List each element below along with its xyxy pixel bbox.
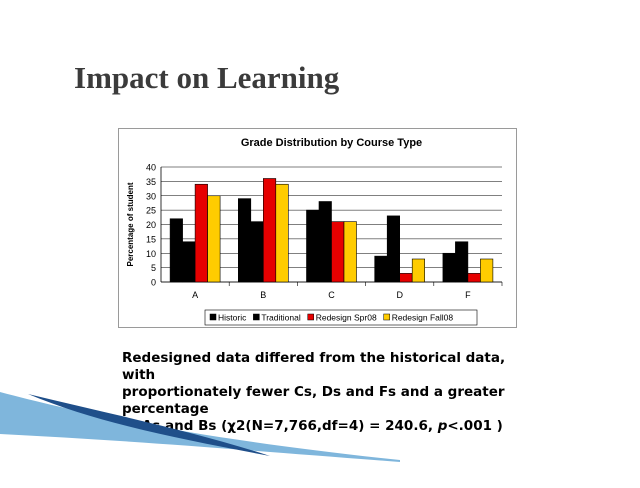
caption-stats: of As and Bs (χ2(N=7,766,df=4) = 240.6, [122, 418, 438, 434]
swoosh-light-band [0, 392, 400, 462]
bar-traditional-b [250, 221, 264, 283]
chart-title: Grade Distribution by Course Type [241, 137, 422, 149]
grade-distribution-chart: Grade Distribution by Course Type 0 5 10 15 2… [126, 137, 503, 326]
y-tick-label: 35 [146, 177, 156, 187]
chart-frame: Grade Distribution by Course Type 0 5 10 15 2… [118, 128, 517, 328]
bar-redesign-spr08-a [194, 183, 208, 283]
y-tick-label: 20 [146, 220, 156, 230]
legend-label: Traditional [261, 313, 300, 323]
y-tick-label: 5 [151, 263, 156, 273]
y-tick-label: 10 [146, 249, 156, 259]
y-tick-label: 40 [146, 163, 156, 173]
bar-redesign-spr08-c [331, 221, 345, 283]
y-tick-label: 25 [146, 206, 156, 216]
slide-title: Impact on Learning [74, 60, 340, 95]
y-tick-label: 15 [146, 234, 156, 244]
x-tick-label: C [328, 290, 335, 300]
bar-traditional-d [386, 215, 401, 283]
bar-redesign-spr08-d [399, 273, 413, 283]
caption-p-symbol: p [437, 418, 448, 434]
bar-traditional-f [455, 241, 469, 283]
slide-caption: Redesigned data differed from the histor… [122, 350, 542, 435]
caption-line-2: proportionately fewer Cs, Ds and Fs and … [122, 384, 505, 400]
x-tick-label: B [260, 290, 266, 300]
x-tick-label: A [192, 290, 198, 300]
bar-redesign-spr08-b [263, 178, 277, 283]
caption-p-value: <.001 ) [447, 418, 503, 434]
legend-swatch [209, 313, 217, 321]
legend-swatch [253, 313, 260, 321]
bar-redesign-fall08-d [411, 258, 426, 283]
bar-historic-a [169, 218, 183, 283]
caption-line-4: of As and Bs (χ2(N=7,766,df=4) = 240.6, … [122, 418, 542, 435]
bar-redesign-spr08-f [467, 273, 481, 283]
bar-redesign-fall08-a [207, 195, 221, 283]
swoosh-dark-band [28, 394, 270, 456]
caption-line-3: percentage [122, 401, 209, 417]
bar-historic-b [238, 198, 252, 283]
y-axis-label: Percentage of student [126, 182, 135, 266]
caption-line-1: Redesigned data differed from the histor… [122, 350, 506, 383]
y-tick-label: 30 [146, 191, 156, 201]
decorative-swoosh [0, 392, 400, 462]
bar-redesign-fall08-f [480, 258, 494, 283]
bar-redesign-fall08-c [343, 221, 357, 283]
legend-swatch [307, 313, 314, 321]
bar-redesign-fall08-b [275, 183, 289, 283]
bar-historic-f [442, 252, 456, 283]
legend-swatch [383, 313, 390, 321]
x-tick-label: F [465, 290, 471, 300]
bar-traditional-c [318, 201, 332, 283]
x-tick-label: D [396, 290, 403, 300]
bar-historic-d [374, 255, 388, 283]
legend-label: Historic [218, 313, 247, 323]
bar-historic-c [306, 209, 320, 283]
legend-box [204, 309, 478, 326]
legend-label: Redesign Fall08 [392, 313, 454, 323]
y-tick-label: 0 [151, 278, 156, 288]
bar-traditional-a [182, 241, 196, 283]
legend-label: Redesign Spr08 [316, 313, 377, 323]
